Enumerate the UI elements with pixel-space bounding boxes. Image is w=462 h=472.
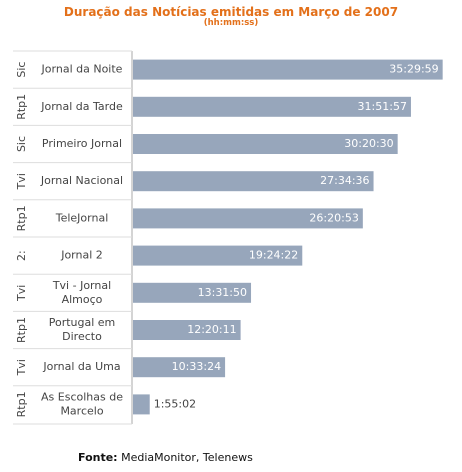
program-label: Marcelo (60, 404, 103, 417)
program-label: Tvi - Jornal (52, 279, 111, 292)
program-label: Jornal Nacional (40, 174, 123, 187)
bar (133, 282, 252, 303)
channel-label: Rtp1 (15, 205, 28, 231)
program-label: Directo (62, 330, 102, 343)
bar-value-label: 19:24:22 (249, 249, 298, 262)
chart-title: Duração das Notícias emitidas em Março d… (63, 5, 399, 19)
bar (133, 171, 374, 192)
bar (133, 394, 150, 415)
channel-label: Sic (15, 136, 28, 152)
bar-value-label: 1:55:02 (154, 397, 196, 410)
bar-value-label: 10:33:24 (172, 360, 221, 373)
channel-label: Rtp1 (15, 94, 28, 120)
bar (133, 320, 241, 340)
channel-label: 2: (15, 250, 28, 261)
program-label: Primeiro Jornal (42, 137, 122, 150)
program-label: Portugal em (49, 316, 116, 329)
channel-label: Rtp1 (15, 391, 28, 417)
channel-label: Tvi (15, 285, 28, 302)
channel-label: Rtp1 (15, 317, 28, 343)
source-text: MediaMonitor, Telenews (121, 451, 253, 464)
channel-label: Tvi (15, 359, 28, 376)
bar-value-label: 31:51:57 (358, 100, 407, 113)
bar (133, 245, 303, 266)
program-label: Almoço (62, 293, 103, 306)
program-label: TeleJornal (55, 211, 109, 224)
program-label: Jornal da Uma (42, 360, 120, 373)
channel-label: Sic (15, 62, 28, 78)
bar (133, 208, 363, 229)
bar (133, 96, 411, 117)
source-label: Fonte: (78, 451, 118, 464)
program-label: Jornal da Noite (41, 63, 123, 76)
bar-value-label: 13:31:50 (198, 286, 247, 299)
bar-value-label: 35:29:59 (389, 63, 438, 76)
source-note: Fonte: MediaMonitor, Telenews (78, 451, 253, 464)
program-label: Jornal 2 (60, 249, 103, 262)
bar-value-label: 27:34:36 (320, 174, 369, 187)
bar (133, 134, 398, 154)
program-label: As Escolhas de (41, 390, 123, 403)
bar (133, 59, 443, 80)
channel-label: Tvi (15, 173, 28, 190)
chart-subtitle: (hh:mm:ss) (203, 18, 259, 28)
bar-value-label: 12:20:11 (187, 323, 236, 336)
bar-value-label: 26:20:53 (309, 211, 358, 224)
bar (133, 357, 226, 378)
program-label: Jornal da Tarde (40, 100, 123, 113)
bar-value-label: 30:20:30 (344, 137, 393, 150)
